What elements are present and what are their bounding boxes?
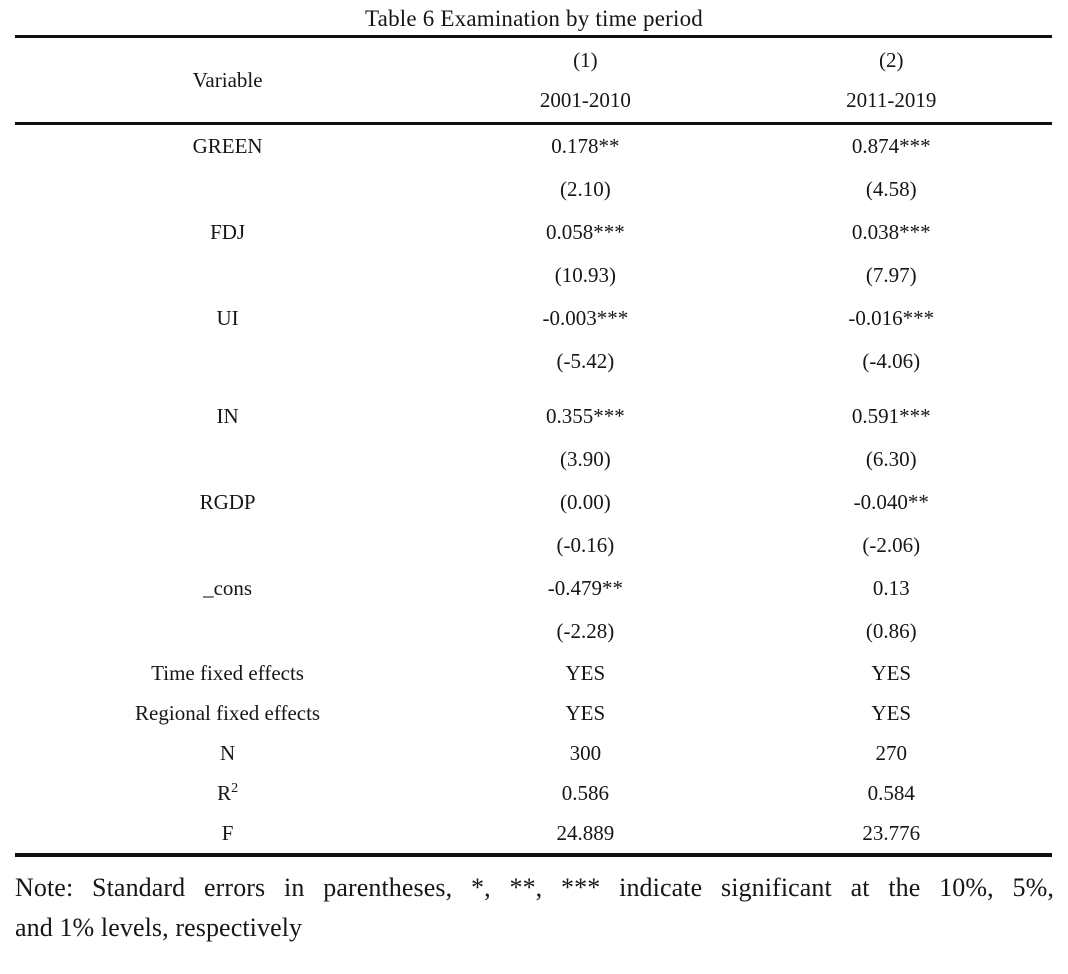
header-model-2-period: 2011-2019 bbox=[846, 88, 937, 112]
table-row: Regional fixed effects YES YES bbox=[15, 693, 1052, 733]
variable-cell: _cons bbox=[203, 576, 253, 600]
table-row: (-5.42) (-4.06) bbox=[15, 340, 1052, 383]
model2-cell: (-2.06) bbox=[862, 533, 921, 557]
variable-cell: Regional fixed effects bbox=[135, 700, 321, 725]
results-table: Variable (1) 2001-2010 (2) 2011-2019 GRE… bbox=[15, 35, 1052, 857]
header-row: Variable (1) 2001-2010 (2) 2011-2019 bbox=[15, 36, 1052, 125]
variable-superscript: 2 bbox=[231, 780, 239, 796]
table-row: UI -0.003*** -0.016*** bbox=[15, 297, 1052, 340]
table-note-line-2: and 1% levels, respectively bbox=[15, 913, 303, 942]
table-row: GREEN 0.178** 0.874*** bbox=[15, 124, 1052, 169]
model1-cell: 0.355*** bbox=[545, 404, 625, 428]
variable-cell: R2 bbox=[217, 780, 239, 805]
model2-cell: (4.58) bbox=[865, 177, 917, 201]
header-model-1-period: 2001-2010 bbox=[539, 88, 631, 112]
table-row: (3.90) (6.30) bbox=[15, 438, 1052, 481]
header-model-1-number: (1) bbox=[573, 48, 598, 72]
header-variable: Variable bbox=[15, 36, 441, 125]
table-row: FDJ 0.058*** 0.038*** bbox=[15, 211, 1052, 254]
model1-cell: YES bbox=[565, 660, 606, 685]
table-row: _cons -0.479** 0.13 bbox=[15, 567, 1052, 610]
variable-cell: F bbox=[221, 820, 234, 845]
model1-cell: YES bbox=[565, 700, 606, 725]
model1-cell: 0.586 bbox=[561, 780, 609, 805]
variable-cell bbox=[15, 438, 440, 481]
table-body: GREEN 0.178** 0.874*** (2.10) (4.58) FDJ 0.058… bbox=[15, 124, 1052, 856]
model1-cell: 0.058*** bbox=[545, 220, 625, 244]
variable-cell bbox=[15, 168, 440, 211]
variable-cell bbox=[15, 254, 440, 297]
table-note-line-1: Note: Standard errors in parentheses, *,… bbox=[15, 873, 1054, 902]
model2-cell: 0.584 bbox=[867, 780, 915, 805]
model1-cell: (0.00) bbox=[559, 490, 611, 514]
variable-cell: UI bbox=[216, 306, 239, 330]
variable-cell bbox=[15, 610, 440, 653]
table-header: Variable (1) 2001-2010 (2) 2011-2019 bbox=[15, 36, 1052, 125]
model2-cell: (-4.06) bbox=[862, 349, 921, 373]
model1-cell: -0.479** bbox=[547, 576, 623, 600]
model1-cell: (2.10) bbox=[559, 177, 611, 201]
variable-cell: N bbox=[219, 740, 236, 765]
header-model-2-number: (2) bbox=[879, 48, 904, 72]
model2-cell: 23.776 bbox=[862, 820, 921, 845]
table-row: F 24.889 23.776 bbox=[15, 813, 1052, 855]
table-row: (-2.28) (0.86) bbox=[15, 610, 1052, 653]
model1-cell: -0.003*** bbox=[542, 306, 629, 330]
table-row: RGDP (0.00) -0.040** bbox=[15, 481, 1052, 524]
model2-cell: 270 bbox=[875, 740, 908, 765]
table-row: (-0.16) (-2.06) bbox=[15, 524, 1052, 567]
table-row: R2 0.586 0.584 bbox=[15, 773, 1052, 813]
table-row: IN 0.355*** 0.591*** bbox=[15, 383, 1052, 438]
variable-cell: GREEN bbox=[192, 134, 263, 158]
variable-cell: FDJ bbox=[210, 220, 246, 244]
model1-cell: 300 bbox=[569, 740, 602, 765]
model2-cell: YES bbox=[871, 660, 912, 685]
model2-cell: 0.038*** bbox=[851, 220, 931, 244]
model2-cell: 0.13 bbox=[872, 576, 910, 600]
model1-cell: (-2.28) bbox=[556, 619, 615, 643]
model1-cell: (3.90) bbox=[559, 447, 611, 471]
model2-cell: (7.97) bbox=[865, 263, 917, 287]
model2-cell: (0.86) bbox=[865, 619, 917, 643]
model2-cell: YES bbox=[871, 700, 912, 725]
table-note: Note: Standard errors in parentheses, *,… bbox=[15, 868, 1054, 948]
variable-cell bbox=[15, 340, 440, 383]
model1-cell: 24.889 bbox=[556, 820, 615, 845]
header-model-1: (1) 2001-2010 bbox=[440, 36, 731, 125]
variable-cell bbox=[15, 524, 440, 567]
variable-cell: Time fixed effects bbox=[151, 660, 304, 685]
model1-cell: (-0.16) bbox=[556, 533, 615, 557]
model2-cell: (6.30) bbox=[865, 447, 917, 471]
model1-cell: (10.93) bbox=[554, 263, 616, 287]
table-row: Time fixed effects YES YES bbox=[15, 653, 1052, 693]
model1-cell: 0.178** bbox=[551, 134, 620, 158]
model2-cell: 0.591*** bbox=[851, 404, 931, 428]
model2-cell: 0.874*** bbox=[851, 134, 931, 158]
header-model-2: (2) 2011-2019 bbox=[730, 36, 1052, 125]
table-row: (2.10) (4.58) bbox=[15, 168, 1052, 211]
page-title: Table 6 Examination by time period bbox=[365, 6, 703, 31]
variable-cell: IN bbox=[216, 404, 239, 428]
table-row: (10.93) (7.97) bbox=[15, 254, 1052, 297]
model2-cell: -0.040** bbox=[853, 490, 929, 514]
model1-cell: (-5.42) bbox=[556, 349, 615, 373]
variable-cell: RGDP bbox=[199, 490, 256, 514]
model2-cell: -0.016*** bbox=[848, 306, 935, 330]
table-row: N 300 270 bbox=[15, 733, 1052, 773]
